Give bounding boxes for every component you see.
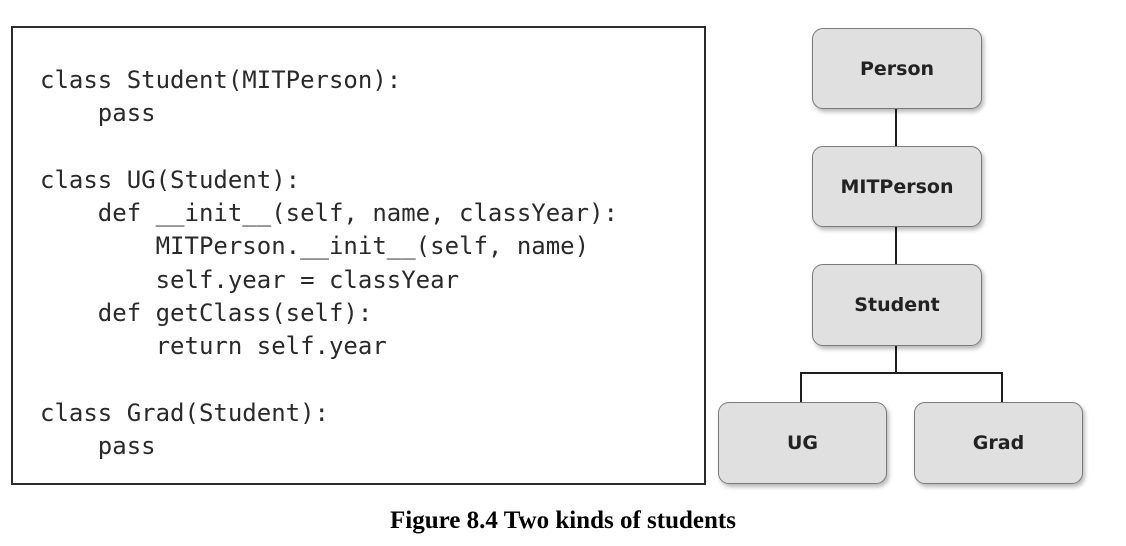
- code-line: class UG(Student):: [40, 165, 301, 194]
- node-student-label: Student: [854, 294, 940, 316]
- code-line: pass: [40, 432, 156, 461]
- node-grad-label: Grad: [972, 432, 1025, 454]
- code-listing: class Student(MITPerson): pass class UG(S…: [40, 64, 618, 464]
- connector-branch-horizontal: [800, 372, 1003, 374]
- connector-student-down: [895, 345, 897, 374]
- code-line: MITPerson.__init__(self, name): [40, 232, 590, 261]
- node-person: Person: [812, 28, 982, 109]
- code-line: [40, 364, 618, 397]
- node-mitperson-label: MITPerson: [840, 175, 954, 198]
- code-line: def __init__(self, name, classYear):: [40, 199, 618, 228]
- code-line: return self.year: [40, 332, 387, 361]
- code-panel: class Student(MITPerson): pass class UG(S…: [11, 26, 706, 485]
- connector-mitperson-student: [895, 226, 897, 264]
- code-line: [40, 131, 618, 164]
- code-line: pass: [40, 99, 156, 128]
- connector-person-mitperson: [895, 108, 897, 146]
- code-line: class Grad(Student):: [40, 398, 329, 427]
- figure-caption: Figure 8.4 Two kinds of students: [390, 507, 736, 534]
- code-line: def getClass(self):: [40, 299, 373, 328]
- class-hierarchy-diagram: Person MITPerson Student UG Grad: [712, 20, 1092, 495]
- node-ug: UG: [718, 402, 887, 484]
- code-line: self.year = classYear: [40, 265, 460, 294]
- node-mitperson: MITPerson: [812, 146, 982, 227]
- node-person-label: Person: [859, 57, 935, 80]
- node-ug-label: UG: [786, 432, 819, 454]
- node-student: Student: [812, 264, 982, 346]
- connector-branch-grad: [1001, 372, 1003, 402]
- node-grad: Grad: [914, 402, 1083, 484]
- connector-branch-ug: [800, 372, 802, 402]
- code-line: class Student(MITPerson):: [40, 66, 402, 94]
